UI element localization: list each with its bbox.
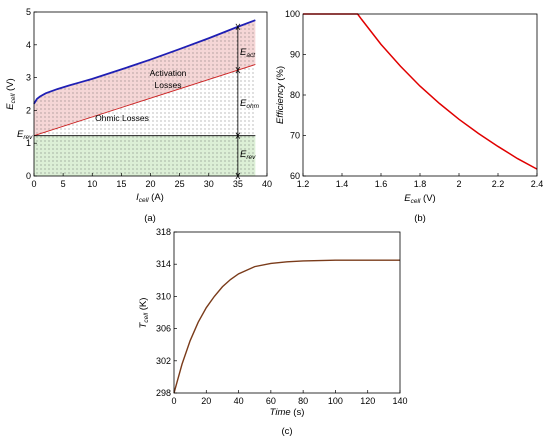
y-tick-label: 0: [26, 171, 31, 181]
x-tick-label: 1.2: [297, 179, 310, 189]
x-tick-label: 25: [175, 179, 185, 189]
y-tick-label: 318: [156, 227, 171, 237]
panel-c-series: [173, 259, 400, 394]
x-tick-label: 100: [328, 396, 343, 406]
y-tick-label: 298: [156, 388, 171, 398]
y-tick-label: 2: [26, 105, 31, 115]
x-tick-label: 60: [266, 396, 276, 406]
series-line-0: [33, 19, 256, 105]
panel-c-ylabel: Tcell (K): [138, 298, 150, 329]
panel-b-axes-box: [302, 13, 538, 177]
marker-arrow-down: [235, 66, 241, 71]
x-tick-label: 2.4: [531, 179, 544, 189]
x-tick-label: 2.2: [492, 179, 505, 189]
x-tick-label: 1.6: [375, 179, 388, 189]
reversible-region-dots: [34, 135, 256, 176]
series-line-0: [173, 259, 400, 394]
series-line-0: [303, 13, 538, 170]
x-tick-label: 0: [171, 396, 176, 406]
panel-a-regions: [34, 20, 256, 176]
x-tick-label: 35: [233, 179, 243, 189]
x-tick-label: 120: [360, 396, 375, 406]
panel-a-caption: (a): [144, 213, 156, 224]
y-tick-label: 90: [290, 50, 300, 60]
activation-label-1: Activation: [150, 68, 187, 78]
y-tick-label: 302: [156, 356, 171, 366]
x-tick-label: 5: [61, 179, 66, 189]
x-tick-label: 10: [87, 179, 97, 189]
y-tick-label: 1: [26, 138, 31, 148]
y-tick-label: 70: [290, 131, 300, 141]
e-rev-left-label: Erev: [17, 129, 33, 141]
y-tick-label: 3: [26, 73, 31, 83]
panel-c-xlabel: Time (s): [270, 407, 305, 418]
x-tick-label: 30: [204, 179, 214, 189]
panel-b-series: [303, 13, 538, 170]
panel-c-ticks: 0 20 40 60 80 100 120 140 298 302 306 310 314 318: [156, 227, 408, 406]
series-line-1: [33, 64, 256, 137]
panel-b: 1.2 1.4 1.6 1.8 2 2.2 2.4 60 70 80 90 100 Efficienc…: [275, 9, 543, 224]
x-tick-label: 15: [116, 179, 126, 189]
panel-b-ylabel: Efficiency (%): [275, 66, 286, 124]
panel-a-ylabel: Ecell (V): [5, 78, 17, 109]
panel-b-caption: (b): [414, 213, 426, 224]
x-tick-label: 40: [262, 179, 272, 189]
y-tick-label: 5: [26, 7, 31, 17]
panel-a-ticks: 0 5 10 15 20 25 30 35 40 0 1 2 3 4 5: [26, 7, 272, 189]
ohmic-label: Ohmic Losses: [95, 113, 149, 123]
y-tick-label: 4: [26, 40, 31, 50]
panel-b-ticks: 1.2 1.4 1.6 1.8 2 2.2 2.4 60 70 80 90 100: [285, 9, 543, 189]
y-tick-label: 80: [290, 90, 300, 100]
x-tick-label: 140: [392, 396, 407, 406]
e-ohm-label: Eohm: [240, 98, 260, 110]
panel-a: 0 5 10 15 20 25 30 35 40 0 1 2 3 4 5 Activation Losses…: [5, 7, 272, 224]
marker-arrow-down: [235, 23, 241, 28]
panel-a-xlabel: Icell (A): [136, 192, 164, 204]
x-tick-label: 0: [31, 179, 36, 189]
panel-c-axes-box: [173, 231, 401, 394]
x-tick-label: 1.8: [414, 179, 427, 189]
y-tick-label: 310: [156, 291, 171, 301]
y-tick-label: 306: [156, 324, 171, 334]
x-tick-label: 40: [234, 396, 244, 406]
marker-arrow-down: [235, 132, 241, 137]
panel-a-axes-box: [33, 11, 268, 177]
y-tick-label: 100: [285, 9, 300, 19]
x-tick-label: 1.4: [336, 179, 349, 189]
x-tick-label: 20: [201, 396, 211, 406]
panel-c-caption: (c): [281, 426, 292, 437]
panel-c: 0 20 40 60 80 100 120 140 298 302 306 310 314 318 Tce…: [138, 227, 408, 437]
y-tick-label: 60: [290, 171, 300, 181]
x-tick-label: 20: [145, 179, 155, 189]
e-rev-label: Erev: [240, 149, 256, 161]
activation-region-dots: [34, 20, 256, 136]
e-act-label: Eact: [240, 47, 256, 59]
x-tick-label: 80: [298, 396, 308, 406]
activation-label-2: Losses: [155, 80, 182, 90]
y-tick-label: 314: [156, 259, 171, 269]
x-tick-label: 2: [456, 179, 461, 189]
panel-b-xlabel: Ecell (V): [404, 193, 435, 205]
